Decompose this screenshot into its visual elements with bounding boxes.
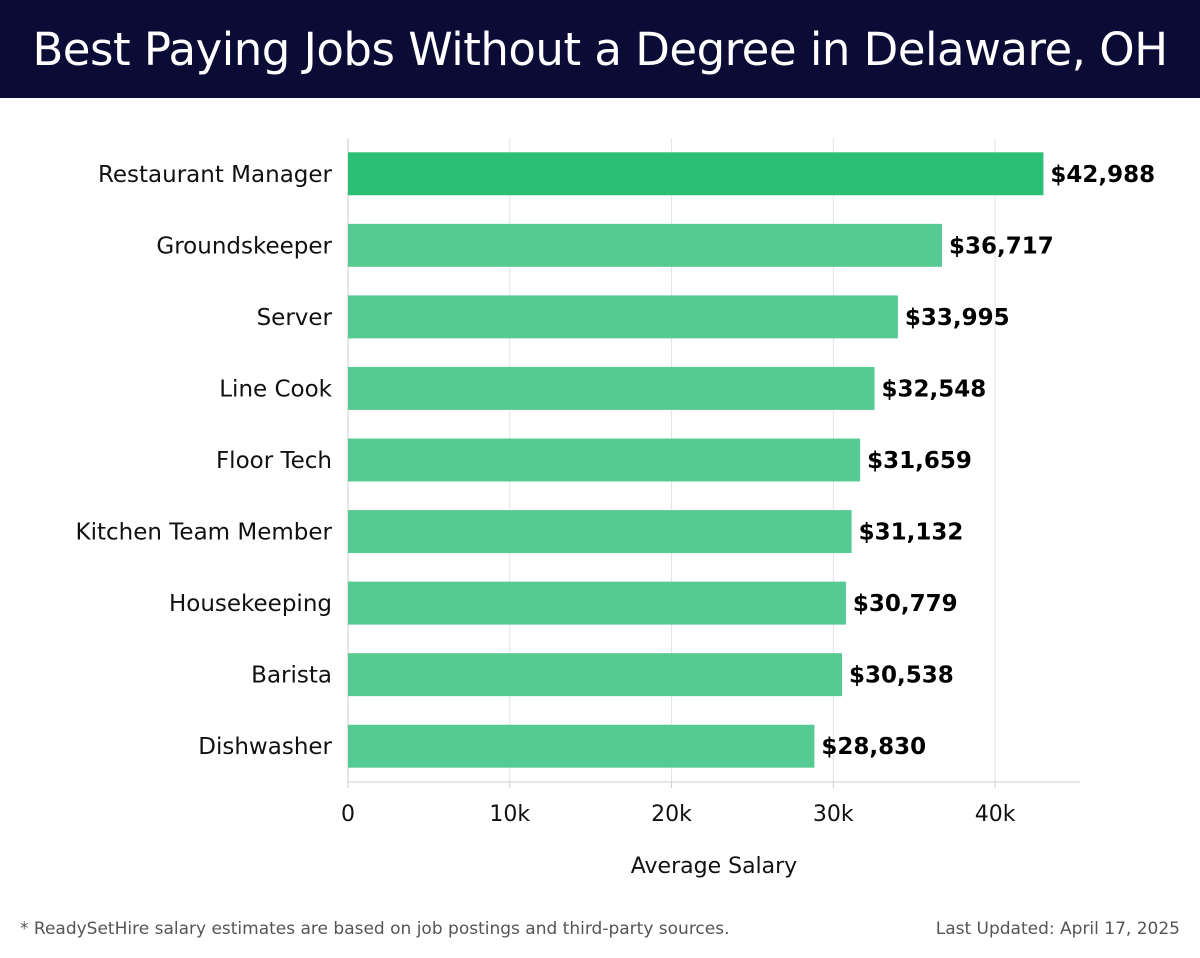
bar [348,295,898,339]
value-label: $30,538 [849,663,954,689]
category-label: Barista [251,663,332,689]
x-tick-label: 30k [813,802,854,827]
category-label: Groundskeeper [156,233,332,259]
bar [348,724,815,768]
value-label: $42,988 [1050,162,1155,188]
value-label: $31,132 [859,520,964,546]
x-tick-label: 10k [489,802,530,827]
category-label: Floor Tech [216,448,332,474]
category-label: Line Cook [219,376,332,402]
bar [348,366,875,410]
category-label: Restaurant Manager [98,162,333,188]
bar [348,152,1044,196]
category-label: Kitchen Team Member [76,520,333,546]
value-label: $32,548 [882,376,987,402]
value-label: $28,830 [821,734,926,760]
value-label: $33,995 [905,305,1010,331]
bar [348,581,846,625]
bar [348,653,843,697]
x-tick-label: 40k [975,802,1016,827]
x-tick-label: 0 [341,802,355,827]
value-label: $36,717 [949,233,1054,259]
bar [348,223,942,267]
bar [348,438,861,482]
chart-title: Best Paying Jobs Without a Degree in Del… [32,22,1168,76]
footnote: * ReadySetHire salary estimates are base… [20,919,730,939]
category-label: Server [257,305,333,331]
title-bar: Best Paying Jobs Without a Degree in Del… [0,0,1200,98]
value-label: $30,779 [853,591,958,617]
bar [348,510,852,554]
x-tick-label: 20k [651,802,692,827]
last-updated: Last Updated: April 17, 2025 [935,919,1180,939]
x-axis-title: Average Salary [631,854,797,879]
category-label: Housekeeping [169,591,332,617]
category-label: Dishwasher [198,734,332,760]
value-label: $31,659 [867,448,972,474]
bar-chart: Restaurant Manager $42,988 Groundskeeper $3… [76,138,1155,879]
